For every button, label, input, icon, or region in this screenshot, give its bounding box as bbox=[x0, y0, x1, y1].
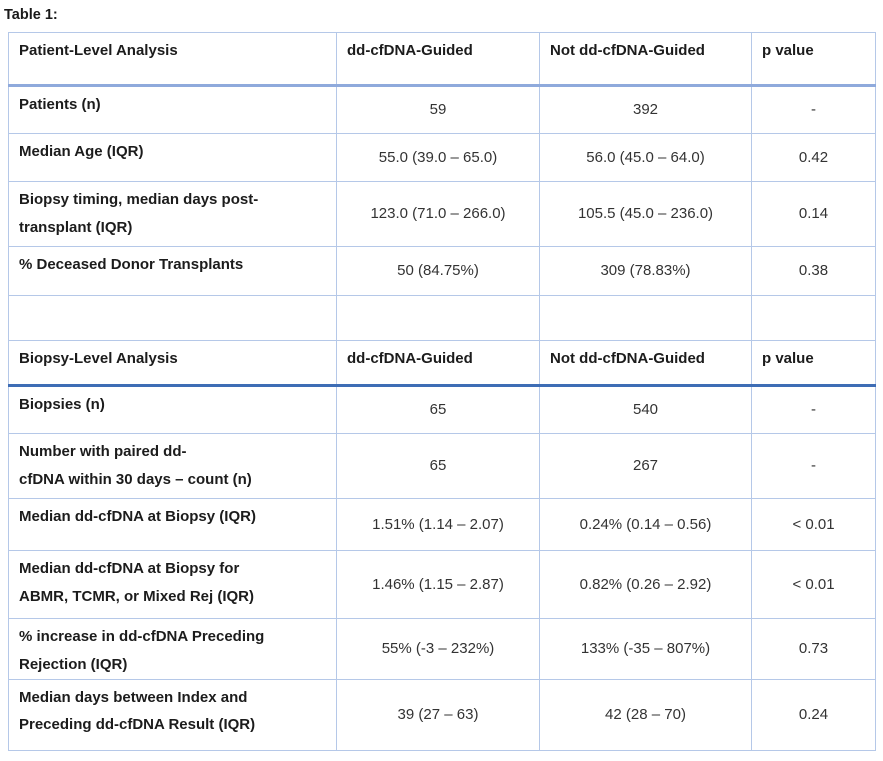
column-header-p-value: p value bbox=[751, 340, 876, 387]
table-row: Biopsy timing, median days post- transpl… bbox=[8, 181, 876, 247]
empty-cell bbox=[336, 295, 540, 341]
table-row: Biopsies (n) 65 540 - bbox=[8, 385, 876, 434]
p-value-cell: - bbox=[751, 385, 876, 434]
row-label-cell: % Deceased Donor Transplants bbox=[8, 246, 337, 296]
table-row: Patients (n) 59 392 - bbox=[8, 85, 876, 134]
column-header-guided: dd-cfDNA-Guided bbox=[336, 340, 540, 387]
not-guided-value-cell: 133% (-35 – 807%) bbox=[539, 618, 752, 680]
p-value-cell: < 0.01 bbox=[751, 498, 876, 551]
table-caption: Table 1: bbox=[4, 7, 58, 23]
column-header-guided: dd-cfDNA-Guided bbox=[336, 32, 540, 87]
section-title-cell: Biopsy-Level Analysis bbox=[8, 340, 337, 387]
p-value-cell: < 0.01 bbox=[751, 550, 876, 619]
empty-cell bbox=[539, 295, 752, 341]
data-table: Patient-Level Analysis dd-cfDNA-Guided N… bbox=[8, 32, 876, 751]
section-title-cell: Patient-Level Analysis bbox=[8, 32, 337, 87]
empty-cell bbox=[8, 295, 337, 341]
row-label-cell: Number with paired dd- cfDNA within 30 d… bbox=[8, 433, 337, 499]
table-row: Median days between Index and Preceding … bbox=[8, 678, 876, 751]
guided-value-cell: 55.0 (39.0 – 65.0) bbox=[336, 133, 540, 182]
p-value-cell: 0.73 bbox=[751, 618, 876, 680]
not-guided-value-cell: 0.82% (0.26 – 2.92) bbox=[539, 550, 752, 619]
column-header-not-guided: Not dd-cfDNA-Guided bbox=[539, 32, 752, 87]
p-value-cell: 0.38 bbox=[751, 246, 876, 296]
guided-value-cell: 65 bbox=[336, 385, 540, 434]
p-value-cell: 0.14 bbox=[751, 181, 876, 247]
row-label-cell: Biopsy timing, median days post- transpl… bbox=[8, 181, 337, 247]
empty-cell bbox=[751, 295, 876, 341]
guided-value-cell: 59 bbox=[336, 85, 540, 134]
table-row: Median dd-cfDNA at Biopsy for ABMR, TCMR… bbox=[8, 550, 876, 619]
row-label-cell: Median Age (IQR) bbox=[8, 133, 337, 182]
p-value-cell: 0.24 bbox=[751, 678, 876, 751]
table-row: % increase in dd-cfDNA Preceding Rejecti… bbox=[8, 618, 876, 680]
guided-value-cell: 1.46% (1.15 – 2.87) bbox=[336, 550, 540, 619]
not-guided-value-cell: 540 bbox=[539, 385, 752, 434]
guided-value-cell: 123.0 (71.0 – 266.0) bbox=[336, 181, 540, 247]
guided-value-cell: 50 (84.75%) bbox=[336, 246, 540, 296]
row-label-cell: % increase in dd-cfDNA Preceding Rejecti… bbox=[8, 618, 337, 680]
not-guided-value-cell: 0.24% (0.14 – 0.56) bbox=[539, 498, 752, 551]
column-header-p-value: p value bbox=[751, 32, 876, 87]
table-row: Median dd-cfDNA at Biopsy (IQR) 1.51% (1… bbox=[8, 498, 876, 551]
row-label-cell: Patients (n) bbox=[8, 85, 337, 134]
not-guided-value-cell: 309 (78.83%) bbox=[539, 246, 752, 296]
not-guided-value-cell: 42 (28 – 70) bbox=[539, 678, 752, 751]
not-guided-value-cell: 267 bbox=[539, 433, 752, 499]
guided-value-cell: 39 (27 – 63) bbox=[336, 678, 540, 751]
p-value-cell: 0.42 bbox=[751, 133, 876, 182]
not-guided-value-cell: 392 bbox=[539, 85, 752, 134]
not-guided-value-cell: 105.5 (45.0 – 236.0) bbox=[539, 181, 752, 247]
row-label-cell: Median dd-cfDNA at Biopsy (IQR) bbox=[8, 498, 337, 551]
spacer-row bbox=[8, 295, 876, 341]
table-row: Median Age (IQR) 55.0 (39.0 – 65.0) 56.0… bbox=[8, 133, 876, 182]
biopsy-level-header-row: Biopsy-Level Analysis dd-cfDNA-Guided No… bbox=[8, 340, 876, 387]
not-guided-value-cell: 56.0 (45.0 – 64.0) bbox=[539, 133, 752, 182]
table-row: Number with paired dd- cfDNA within 30 d… bbox=[8, 433, 876, 499]
guided-value-cell: 1.51% (1.14 – 2.07) bbox=[336, 498, 540, 551]
guided-value-cell: 65 bbox=[336, 433, 540, 499]
patient-level-header-row: Patient-Level Analysis dd-cfDNA-Guided N… bbox=[8, 32, 876, 87]
guided-value-cell: 55% (-3 – 232%) bbox=[336, 618, 540, 680]
table-row: % Deceased Donor Transplants 50 (84.75%)… bbox=[8, 246, 876, 296]
p-value-cell: - bbox=[751, 433, 876, 499]
p-value-cell: - bbox=[751, 85, 876, 134]
row-label-cell: Median dd-cfDNA at Biopsy for ABMR, TCMR… bbox=[8, 550, 337, 619]
column-header-not-guided: Not dd-cfDNA-Guided bbox=[539, 340, 752, 387]
row-label-cell: Median days between Index and Preceding … bbox=[8, 678, 337, 751]
row-label-cell: Biopsies (n) bbox=[8, 385, 337, 434]
